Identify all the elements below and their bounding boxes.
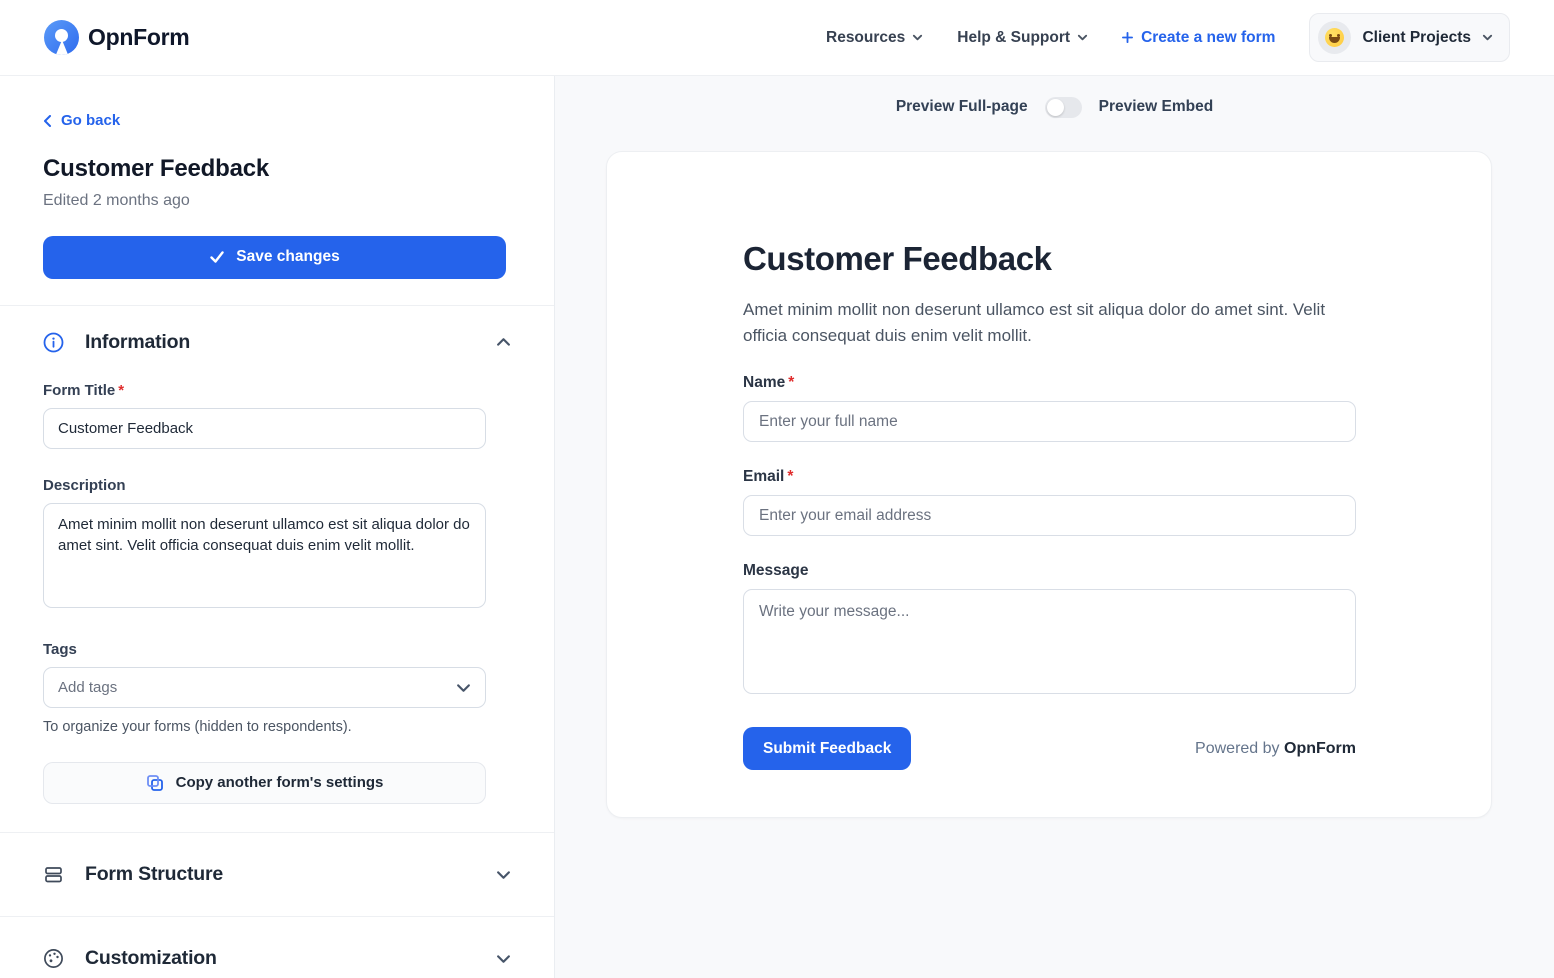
preview-form-footer: Submit Feedback Powered by OpnForm xyxy=(743,727,1356,770)
customization-section-label: Customization xyxy=(85,946,217,969)
message-field-label: Message xyxy=(743,562,809,579)
preview-fullpage-label: Preview Full-page xyxy=(895,98,1028,115)
copy-icon xyxy=(146,774,163,791)
name-input[interactable] xyxy=(743,401,1356,442)
preview-form-title: Customer Feedback xyxy=(743,240,1052,277)
tags-select[interactable]: Add tags xyxy=(43,666,486,708)
chevron-down-icon xyxy=(497,954,510,963)
plus-icon xyxy=(1122,32,1134,43)
tags-help-text: To organize your forms (hidden to respon… xyxy=(43,718,352,735)
brand[interactable]: OpnForm xyxy=(44,20,190,55)
top-navbar: OpnForm Resources Help & Support Create … xyxy=(0,0,1554,76)
chevron-down-icon xyxy=(1482,34,1493,41)
message-textarea[interactable] xyxy=(743,589,1356,694)
form-structure-section: Form Structure xyxy=(0,831,554,916)
preview-embed-label: Preview Embed xyxy=(1098,98,1214,115)
chevron-up-icon xyxy=(497,337,510,346)
main-nav: Resources Help & Support Create a new fo… xyxy=(826,13,1510,62)
info-icon xyxy=(43,332,64,352)
grinning-face-emoji-icon xyxy=(1325,28,1345,47)
create-new-form-button[interactable]: Create a new form xyxy=(1122,29,1275,47)
chevron-left-icon xyxy=(44,114,51,127)
form-settings-sidebar: Go back Customer Feedback Edited 2 month… xyxy=(0,76,555,978)
submit-feedback-button[interactable]: Submit Feedback xyxy=(743,727,912,770)
form-name-title: Customer Feedback xyxy=(43,154,270,182)
required-asterisk: * xyxy=(118,381,125,399)
form-preview-pane: Preview Full-page Preview Embed Customer… xyxy=(555,76,1554,978)
chevron-down-icon xyxy=(497,870,510,879)
form-structure-section-header[interactable]: Form Structure xyxy=(43,863,511,886)
information-section: Information Form Title* Description Amet… xyxy=(0,306,554,832)
customization-section: Customization xyxy=(0,915,554,978)
sidebar-header: Go back Customer Feedback Edited 2 month… xyxy=(0,76,554,306)
rows-layout-icon xyxy=(45,866,62,882)
preview-mode-toggle[interactable] xyxy=(1044,96,1082,118)
palette-icon xyxy=(44,948,63,968)
form-preview-card: Customer Feedback Amet minim mollit non … xyxy=(606,151,1492,818)
chevron-down-icon xyxy=(457,683,470,692)
workspace-switcher[interactable]: Client Projects xyxy=(1309,13,1510,62)
nav-resources[interactable]: Resources xyxy=(826,29,923,47)
save-changes-button[interactable]: Save changes xyxy=(43,235,506,279)
description-textarea[interactable]: Amet minim mollit non deserunt ullamco e… xyxy=(43,502,486,608)
description-field-label: Description xyxy=(43,476,126,494)
form-title-input[interactable] xyxy=(43,407,486,449)
name-field-label: Name * xyxy=(743,374,795,391)
tags-field-label: Tags xyxy=(43,640,77,658)
preview-form-description: Amet minim mollit non deserunt ullamco e… xyxy=(743,300,1326,345)
customization-section-header[interactable]: Customization xyxy=(43,947,511,970)
email-field-label: Email * xyxy=(743,468,794,485)
go-back-link[interactable]: Go back xyxy=(43,112,120,129)
powered-by-brand: OpnForm xyxy=(1284,739,1356,757)
last-edited-text: Edited 2 months ago xyxy=(43,191,190,209)
information-section-label: Information xyxy=(85,330,191,353)
toggle-knob xyxy=(1046,98,1064,116)
form-structure-section-label: Form Structure xyxy=(85,862,224,885)
form-title-field-label: Form Title * xyxy=(43,381,125,399)
information-section-header[interactable]: Information xyxy=(43,331,511,354)
chevron-down-icon xyxy=(913,34,923,41)
copy-form-settings-label: Copy another form's settings xyxy=(175,774,384,791)
create-new-form-label: Create a new form xyxy=(1141,28,1276,46)
required-asterisk: * xyxy=(787,468,794,485)
opnform-logo-icon xyxy=(44,20,79,55)
tags-placeholder: Add tags xyxy=(58,678,118,696)
page-content: Go back Customer Feedback Edited 2 month… xyxy=(0,76,1554,978)
workspace-name: Client Projects xyxy=(1362,28,1471,46)
check-icon xyxy=(210,251,224,263)
powered-by-text: Powered by OpnForm xyxy=(1195,739,1356,757)
preview-mode-bar: Preview Full-page Preview Embed xyxy=(555,76,1554,138)
email-input[interactable] xyxy=(743,495,1356,536)
nav-resources-label: Resources xyxy=(826,28,906,46)
brand-wordmark: OpnForm xyxy=(88,24,190,50)
save-changes-label: Save changes xyxy=(236,248,340,265)
go-back-label: Go back xyxy=(61,112,121,129)
workspace-avatar xyxy=(1318,21,1352,54)
chevron-down-icon xyxy=(1077,34,1088,41)
nav-help-label: Help & Support xyxy=(957,28,1071,46)
nav-help-support[interactable]: Help & Support xyxy=(957,29,1088,47)
required-asterisk: * xyxy=(788,374,795,391)
copy-form-settings-button[interactable]: Copy another form's settings xyxy=(43,761,486,804)
